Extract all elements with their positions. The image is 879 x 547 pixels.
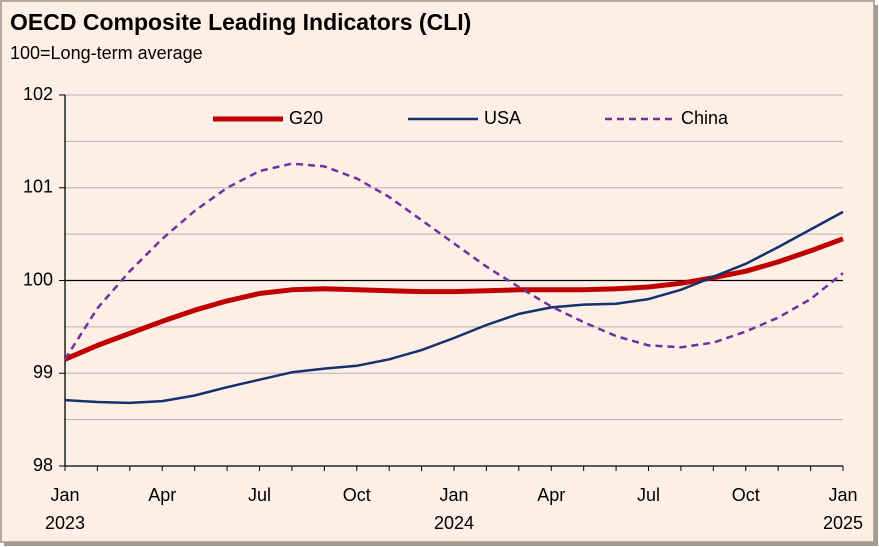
x-tick-label: Jul [637, 485, 660, 505]
x-tick-year: 2024 [434, 513, 474, 533]
chart-subtitle: 100=Long-term average [10, 43, 203, 63]
legend-label: G20 [289, 108, 323, 128]
legend-label: China [681, 108, 729, 128]
y-tick-label: 99 [33, 362, 53, 382]
y-tick-label: 101 [23, 177, 53, 197]
legend-label: USA [484, 108, 521, 128]
chart-title: OECD Composite Leading Indicators (CLI) [10, 9, 471, 35]
x-tick-label: Jan [439, 485, 468, 505]
x-tick-label: Jan [50, 485, 79, 505]
x-tick-label: Apr [537, 485, 565, 505]
series-line [63, 162, 844, 360]
series-line [64, 210, 844, 405]
x-tick-label: Oct [343, 485, 371, 505]
y-tick-label: 102 [23, 84, 53, 104]
y-tick-label: 98 [33, 455, 53, 475]
x-tick-year: 2023 [45, 513, 85, 533]
x-tick-label: Apr [148, 485, 176, 505]
shadow [4, 542, 877, 546]
x-tick-label: Jan [828, 485, 857, 505]
shadow [874, 5, 878, 546]
y-tick-label: 100 [23, 269, 53, 289]
x-tick-label: Oct [732, 485, 760, 505]
x-tick-label: Jul [248, 485, 271, 505]
x-tick-year: 2025 [823, 513, 863, 533]
